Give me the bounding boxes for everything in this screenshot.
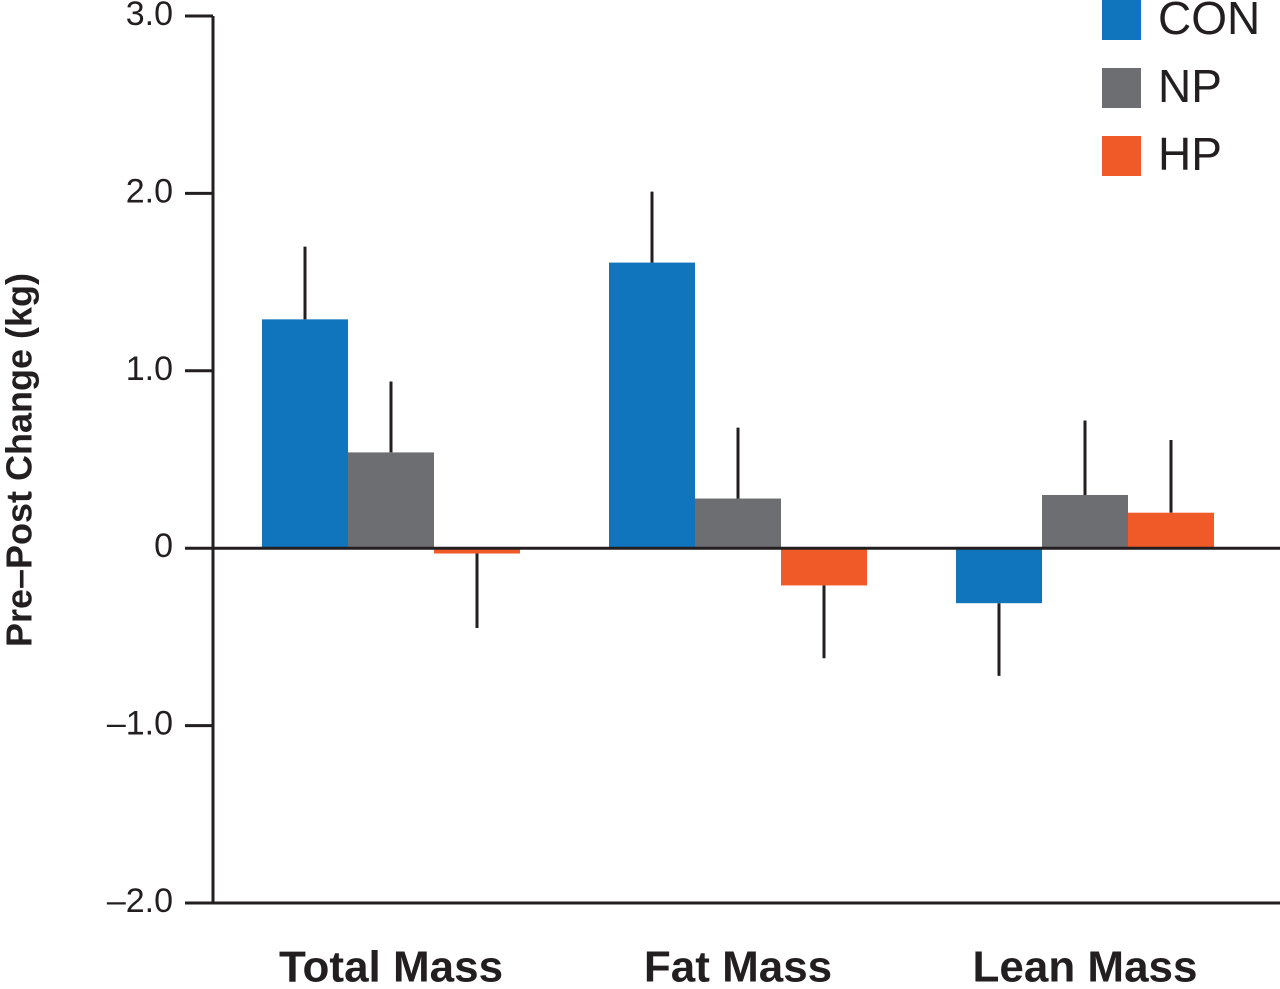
x-tick-label: Total Mass [279, 943, 503, 989]
legend-label: CON [1158, 0, 1260, 44]
y-tick-label: 2.0 [126, 172, 173, 210]
bar [1128, 512, 1214, 549]
bar [348, 452, 434, 549]
legend-label: HP [1158, 128, 1222, 180]
y-tick-label: 3.0 [126, 0, 173, 33]
y-tick-label: 1.0 [126, 350, 173, 388]
y-axis-label: Pre–Post Change (kg) [0, 273, 40, 647]
bar [434, 548, 520, 554]
x-tick-label: Fat Mass [644, 943, 832, 989]
legend-label: NP [1158, 60, 1222, 112]
bar [695, 498, 781, 549]
y-tick-label: –2.0 [107, 882, 173, 920]
bar [262, 319, 348, 549]
bar [609, 262, 695, 549]
bar [781, 548, 867, 586]
legend-swatch [1102, 68, 1141, 108]
y-tick-label: 0 [154, 527, 173, 565]
x-tick-label: Lean Mass [973, 943, 1198, 989]
legend-swatch [1102, 136, 1141, 176]
legend-swatch [1102, 0, 1141, 40]
y-tick-label: –1.0 [107, 705, 173, 743]
bar [956, 548, 1042, 604]
bar [1042, 494, 1128, 549]
